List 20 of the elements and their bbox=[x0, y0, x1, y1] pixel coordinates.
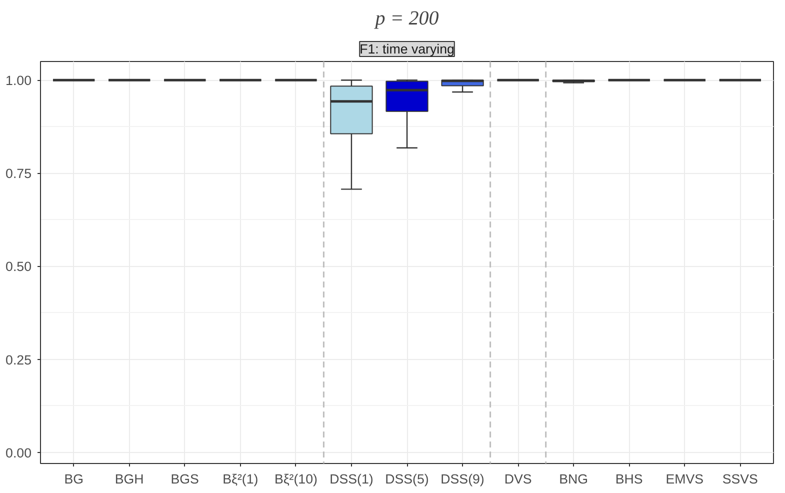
x-tick-label: BHS bbox=[615, 472, 643, 486]
x-tick-label: EMVS bbox=[666, 472, 704, 486]
y-tick-label: 1.00 bbox=[6, 73, 32, 88]
x-tick-label: BGS bbox=[170, 472, 200, 486]
x-tick-label: Bξ²(10) bbox=[274, 472, 318, 486]
y-tick-label: 0.00 bbox=[6, 445, 32, 460]
x-tick-label: DSS(5) bbox=[385, 472, 429, 486]
chart-subtitle: F1: time varying bbox=[360, 42, 454, 56]
y-tick-label: 0.25 bbox=[6, 352, 32, 368]
x-tick-label: DSS(1) bbox=[330, 472, 374, 486]
y-tick-label: 0.50 bbox=[6, 259, 32, 274]
chart-title: p = 200 bbox=[373, 8, 439, 30]
x-tick-label: BG bbox=[64, 472, 84, 486]
x-tick-label: SSVS bbox=[722, 472, 758, 486]
x-tick-label: DSS(9) bbox=[440, 472, 484, 486]
x-tick-label: Bξ²(1) bbox=[222, 472, 258, 486]
x-tick-label: BGH bbox=[114, 472, 144, 486]
x-tick-label: BNG bbox=[559, 472, 588, 486]
x-tick-label: DVS bbox=[504, 472, 532, 486]
y-tick-label: 0.75 bbox=[6, 166, 32, 182]
